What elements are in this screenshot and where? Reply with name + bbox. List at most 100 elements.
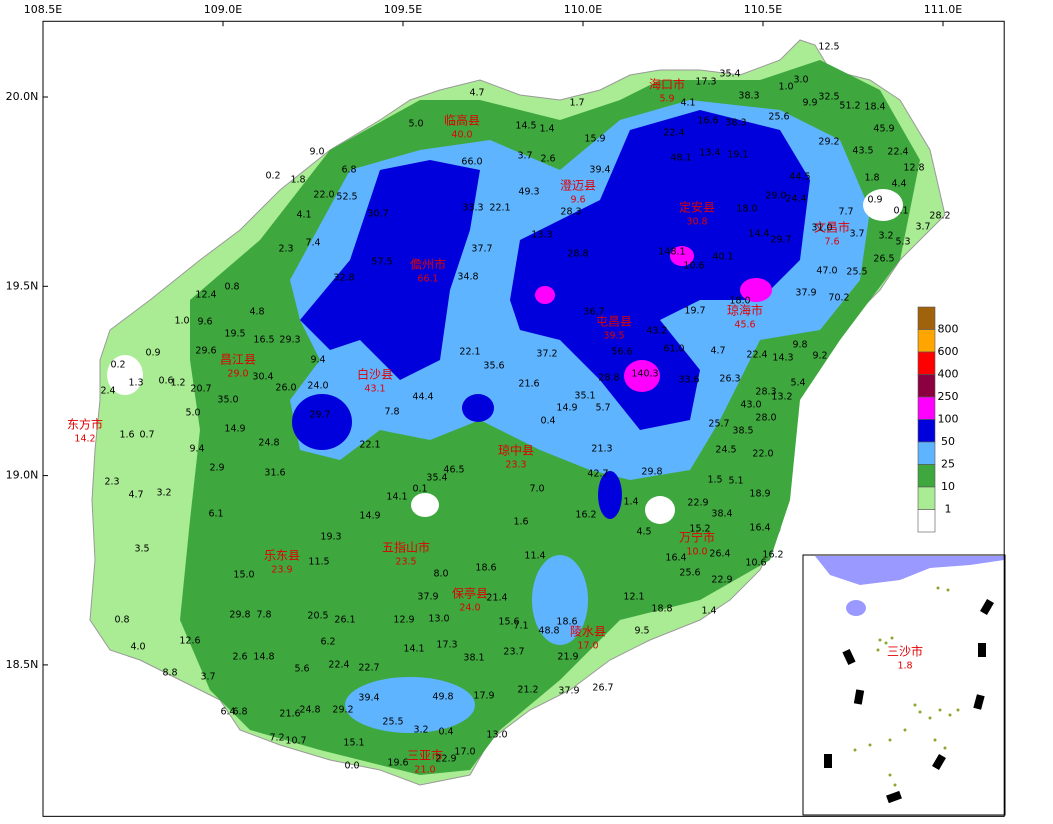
station-value: 48.8 — [538, 626, 559, 637]
city-value: 21.0 — [414, 765, 435, 776]
station-value: 33.6 — [678, 375, 699, 386]
boundary-dashes — [824, 598, 994, 804]
station-value: 12.5 — [818, 42, 839, 53]
station-value: 21.9 — [557, 652, 578, 663]
station-value: 0.4 — [540, 416, 555, 427]
city-name: 文昌市 — [814, 220, 850, 235]
station-value: 42.7 — [587, 469, 608, 480]
zone — [107, 355, 143, 395]
city-value: 23.3 — [505, 460, 526, 471]
station-value: 26.3 — [719, 374, 740, 385]
station-value: 17.3 — [695, 77, 716, 88]
station-value: 43.2 — [646, 326, 667, 337]
station-value: 0.4 — [438, 727, 453, 738]
city-name: 五指山市 — [382, 540, 430, 555]
city-value: 43.1 — [364, 384, 385, 395]
station-value: 24.8 — [258, 438, 279, 449]
station-value: 24.0 — [307, 381, 328, 392]
station-value: 18.6 — [475, 563, 496, 574]
station-value: 0.9 — [867, 195, 882, 206]
station-value: 10.6 — [683, 261, 704, 272]
station-value: 7.4 — [305, 238, 320, 249]
station-value: 5.4 — [790, 378, 805, 389]
zone — [292, 394, 352, 450]
station-value: 66.0 — [461, 157, 482, 168]
city-name: 临高县 — [444, 113, 480, 128]
station-value: 6.1 — [208, 509, 223, 520]
legend: 800 600 400 250 100 50 25 10 1 — [917, 306, 959, 533]
station-value: 29.7 — [309, 410, 330, 421]
zone — [645, 496, 675, 524]
station-value: 0.2 — [265, 171, 280, 182]
station-value: 38.5 — [732, 426, 753, 437]
station-value: 7.7 — [838, 207, 853, 218]
inset — [802, 554, 1006, 816]
station-value: 10.7 — [285, 736, 306, 747]
station-value: 14.9 — [359, 511, 380, 522]
city-name: 琼中县 — [498, 443, 534, 458]
x-tick-label: 109.0E — [204, 3, 242, 16]
station-value: 22.1 — [459, 347, 480, 358]
station-value: 22.1 — [489, 203, 510, 214]
y-tick-label: 20.0N — [6, 90, 39, 103]
legend-label: 600 — [938, 345, 959, 358]
station-value: 28.8 — [567, 249, 588, 260]
zone — [670, 246, 694, 266]
station-value: 1.4 — [623, 497, 638, 508]
station-value: 0.1 — [893, 206, 908, 217]
station-value: 1.5 — [707, 475, 722, 486]
station-value: 12.9 — [393, 615, 414, 626]
x-tick-label: 111.0E — [924, 3, 962, 16]
legend-swatch — [917, 374, 936, 398]
station-value: 8.0 — [433, 569, 448, 580]
station-value: 3.7 — [200, 672, 215, 683]
station-value: 28.0 — [755, 413, 776, 424]
station-value: 18.4 — [864, 102, 885, 113]
legend-swatch — [917, 509, 936, 533]
station-value: 12.4 — [195, 290, 216, 301]
station-value: 15.1 — [343, 738, 364, 749]
station-value: 37.9 — [417, 592, 438, 603]
station-value: 3.5 — [134, 544, 149, 555]
station-value: 9.4 — [189, 444, 204, 455]
station-value: 43.5 — [852, 146, 873, 157]
x-tick-label: 110.5E — [744, 3, 782, 16]
station-value: 30.4 — [252, 372, 273, 383]
legend-swatch — [917, 306, 936, 330]
zone — [863, 189, 903, 221]
station-value: 4.7 — [469, 88, 484, 99]
station-value: 40.1 — [712, 252, 733, 263]
station-value: 21.6 — [518, 379, 539, 390]
city-name: 白沙县 — [357, 367, 393, 382]
station-value: 20.5 — [307, 611, 328, 622]
station-value: 9.4 — [310, 355, 325, 366]
station-value: 26.0 — [275, 383, 296, 394]
legend-swatch — [917, 441, 936, 465]
station-value: 16.5 — [253, 335, 274, 346]
station-value: 4.7 — [710, 346, 725, 357]
zone — [598, 471, 622, 519]
zone — [411, 493, 439, 517]
station-value: 7.8 — [384, 407, 399, 418]
station-value: 29.3 — [279, 335, 300, 346]
station-value: 1.8 — [864, 173, 879, 184]
city-name: 屯昌县 — [596, 315, 632, 329]
legend-swatch — [917, 486, 936, 510]
legend-label: 10 — [941, 480, 955, 493]
city-value: 45.6 — [734, 320, 755, 331]
city-name: 万宁市 — [679, 530, 715, 545]
station-value: 0.8 — [224, 282, 239, 293]
station-value: 5.1 — [728, 476, 743, 487]
station-value: 24.5 — [715, 445, 736, 456]
legend-label: 800 — [938, 323, 959, 336]
station-value: 18.9 — [749, 489, 770, 500]
zone — [345, 677, 475, 733]
station-value: 7.8 — [256, 610, 271, 621]
legend-label: 1 — [945, 503, 952, 516]
station-value: 9.8 — [792, 340, 807, 351]
station-value: 48.1 — [670, 153, 691, 164]
station-value: 44.4 — [412, 392, 433, 403]
station-value: 37.9 — [558, 686, 579, 697]
station-value: 25.5 — [382, 717, 403, 728]
station-value: 11.4 — [524, 551, 545, 562]
